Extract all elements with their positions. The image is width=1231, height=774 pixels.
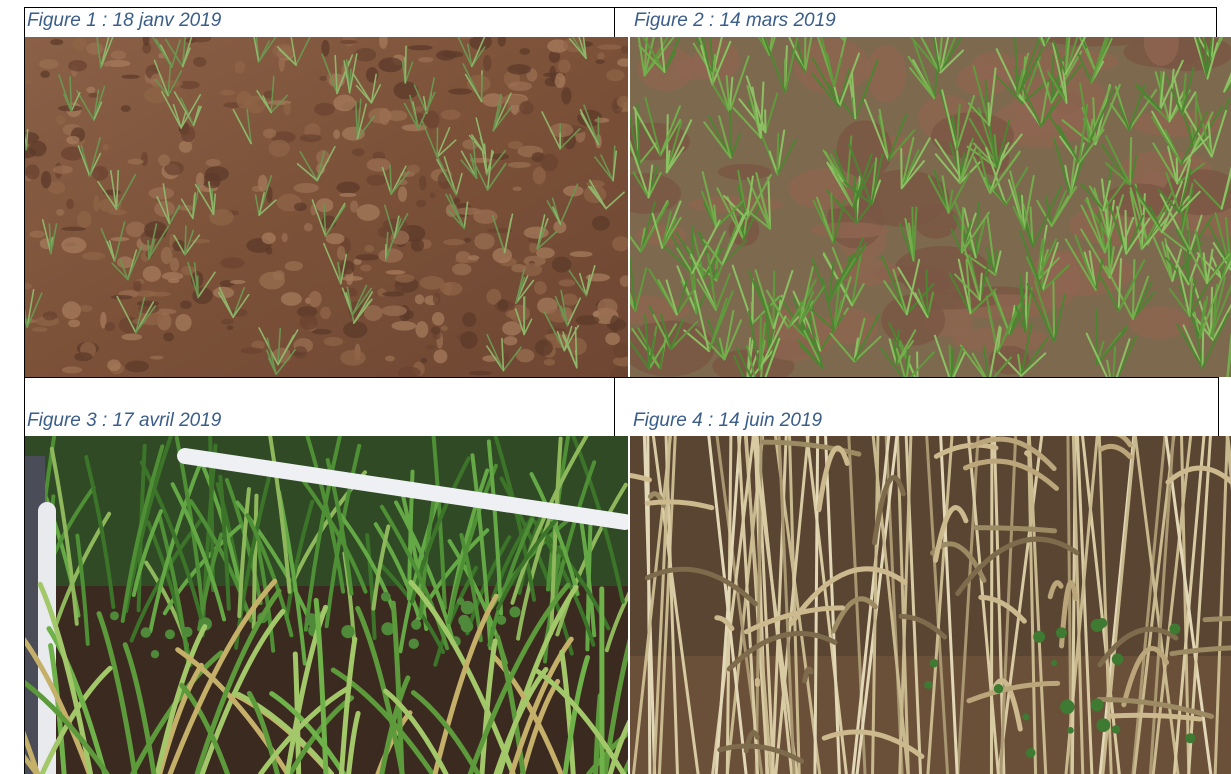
caption-figure-3: Figure 3 : 17 avril 2019 [27,410,222,431]
table-border-left [24,7,25,774]
photo-figure-1 [25,37,628,377]
photo-figure-4 [630,436,1231,774]
photo-3-image [25,436,628,774]
photo-figure-3 [25,436,628,774]
caption-figure-2: Figure 2 : 14 mars 2019 [634,10,836,31]
photo-1-image [25,37,628,377]
photo-2-image [630,37,1231,377]
table-row-divider [24,377,1219,378]
caption-figure-1: Figure 1 : 18 janv 2019 [27,10,222,31]
table-border-middle [614,7,615,774]
table-border-right-bottom [1218,377,1219,437]
photo-figure-2 [630,37,1231,377]
table-border-top [24,7,1217,8]
caption-figure-4: Figure 4 : 14 juin 2019 [633,410,823,431]
photo-4-image [630,436,1231,774]
table-border-right-top [1216,7,1217,37]
